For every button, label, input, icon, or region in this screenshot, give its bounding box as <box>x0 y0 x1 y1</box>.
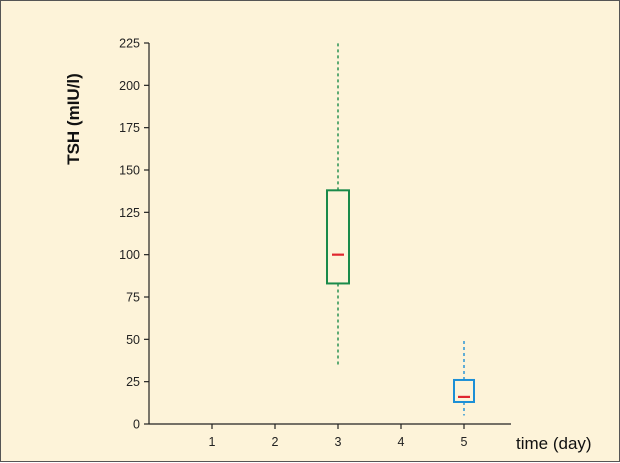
x-axis-label: time (day) <box>516 434 592 453</box>
y-tick-label: 125 <box>119 206 140 220</box>
interquartile-box <box>453 378 475 403</box>
y-tick-label: 225 <box>119 37 140 51</box>
axes: 0 25 50 75 100 125 150 175 200 225 1 2 3 4 5 <box>119 37 511 449</box>
y-tick-label: 0 <box>133 418 140 432</box>
box-day-5 <box>453 339 475 416</box>
y-tick-label: 100 <box>119 248 140 262</box>
box-series <box>326 43 475 416</box>
x-tick-label: 3 <box>335 435 342 449</box>
x-tick-label: 4 <box>398 435 405 449</box>
x-tick-label: 1 <box>209 435 216 449</box>
y-tick-label: 50 <box>126 333 140 347</box>
y-tick-label: 175 <box>119 121 140 135</box>
interquartile-box <box>326 189 350 285</box>
x-tick-label: 2 <box>272 435 279 449</box>
y-axis-label: TSH (mIU/l) <box>64 73 83 165</box>
y-tick-label: 150 <box>119 164 140 178</box>
y-tick-label: 75 <box>126 291 140 305</box>
x-tick-label: 5 <box>461 435 468 449</box>
y-tick-label: 25 <box>126 375 140 389</box>
box-day-3 <box>326 43 350 367</box>
y-tick-label: 200 <box>119 79 140 93</box>
